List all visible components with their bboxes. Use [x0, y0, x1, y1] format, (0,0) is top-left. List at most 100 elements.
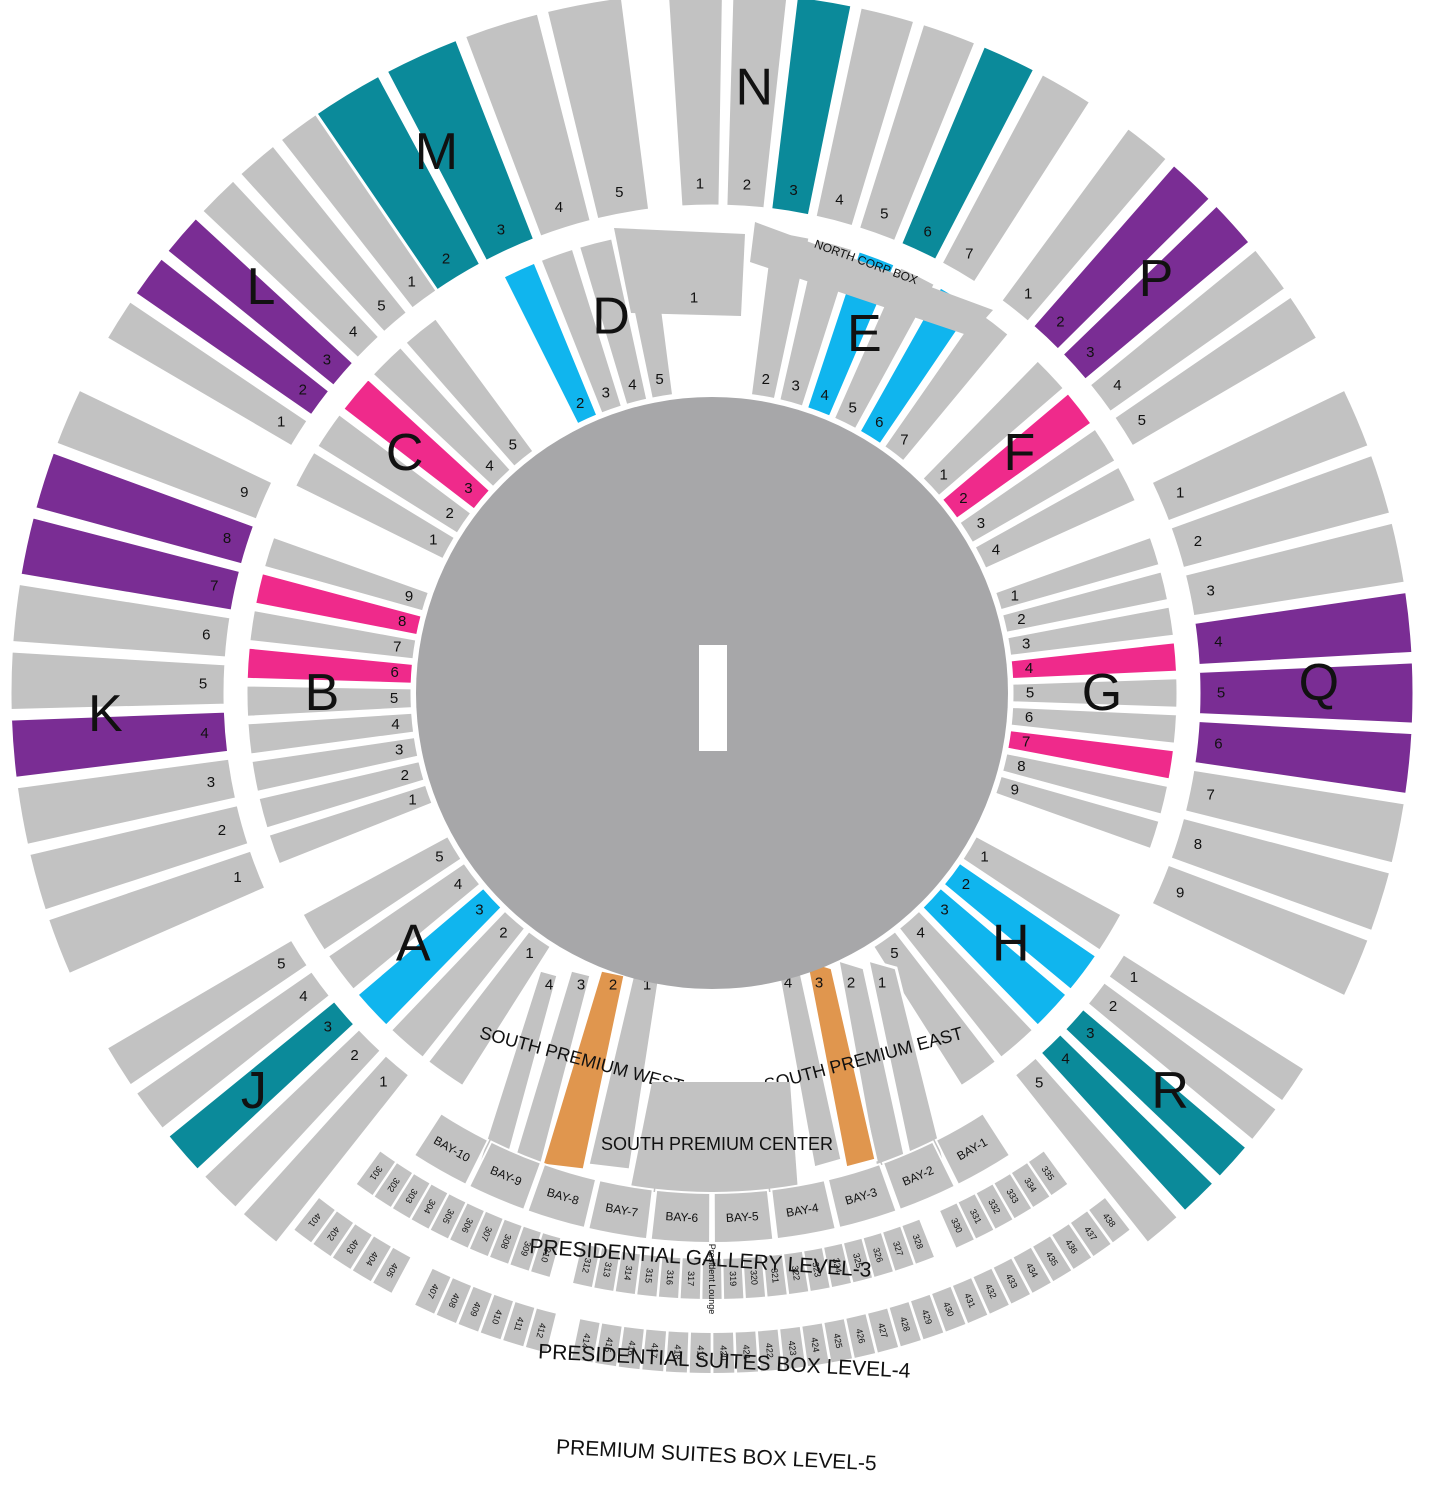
level3-box[interactable]: [430, 1194, 466, 1239]
outer-block[interactable]: [14, 756, 239, 848]
south-premium-center-block[interactable]: [630, 1082, 798, 1192]
level4-box[interactable]: [911, 1294, 944, 1340]
inner-block[interactable]: [402, 315, 537, 470]
inner-block[interactable]: [870, 928, 999, 1089]
level3-box[interactable]: [356, 1151, 395, 1196]
inner-block[interactable]: [261, 534, 432, 614]
inner-block[interactable]: [896, 907, 1036, 1061]
inner-block[interactable]: [388, 907, 528, 1061]
outer-block[interactable]: [998, 125, 1170, 325]
level3-box[interactable]: [1029, 1151, 1068, 1196]
level4-box[interactable]: [889, 1302, 921, 1347]
level4-box[interactable]: [332, 1224, 372, 1269]
bay-block[interactable]: [826, 1162, 898, 1230]
level4-box[interactable]: [735, 1331, 759, 1373]
inner-block[interactable]: [1004, 604, 1177, 659]
level4-box[interactable]: [973, 1268, 1009, 1314]
inner-block[interactable]: [881, 308, 1012, 465]
level4-box[interactable]: [1070, 1211, 1111, 1256]
outer-block[interactable]: [1182, 767, 1408, 866]
level3-box[interactable]: [637, 1254, 661, 1297]
inner-block[interactable]: [940, 860, 1099, 993]
bay-block[interactable]: [649, 1188, 712, 1245]
outer-block[interactable]: [724, 0, 790, 211]
outer-block[interactable]: [544, 0, 652, 222]
level3-box[interactable]: [940, 1203, 974, 1248]
level3-box[interactable]: [763, 1254, 787, 1297]
bay-block[interactable]: [934, 1111, 1012, 1187]
inner-block[interactable]: [992, 773, 1163, 852]
level4-box[interactable]: [868, 1308, 899, 1353]
outer-block[interactable]: [104, 937, 311, 1089]
inner-block[interactable]: [266, 782, 436, 867]
inner-block[interactable]: [919, 357, 1067, 499]
level4-box[interactable]: [313, 1211, 354, 1256]
outer-block[interactable]: [1030, 162, 1213, 353]
level4-box[interactable]: [802, 1323, 829, 1367]
level4-box[interactable]: [932, 1286, 966, 1332]
inner-block[interactable]: [999, 568, 1171, 636]
outer-block[interactable]: [1168, 815, 1393, 934]
inner-block[interactable]: [992, 534, 1163, 613]
outer-block[interactable]: [856, 21, 978, 244]
level3-box[interactable]: [958, 1194, 994, 1239]
outer-block[interactable]: [104, 298, 311, 449]
level4-box[interactable]: [1052, 1224, 1092, 1269]
level4-box[interactable]: [846, 1314, 876, 1358]
bay-block[interactable]: [467, 1140, 543, 1212]
level4-box[interactable]: [993, 1258, 1030, 1304]
outer-block[interactable]: [26, 802, 251, 913]
outer-block[interactable]: [666, 0, 725, 209]
level3-box[interactable]: [450, 1203, 484, 1248]
outer-block[interactable]: [8, 709, 231, 781]
level3-box[interactable]: [902, 1219, 934, 1264]
inner-block[interactable]: [354, 885, 505, 1029]
inner-block[interactable]: [576, 235, 650, 408]
outer-block[interactable]: [239, 1052, 412, 1246]
outer-block[interactable]: [199, 177, 382, 361]
outer-block[interactable]: [1012, 1054, 1181, 1246]
inner-block[interactable]: [325, 860, 484, 993]
inner-block[interactable]: [244, 645, 416, 686]
outer-block[interactable]: [201, 1026, 384, 1211]
inner-block[interactable]: [1010, 676, 1180, 710]
level3-box[interactable]: [1011, 1163, 1050, 1207]
outer-block[interactable]: [18, 514, 243, 613]
inner-block[interactable]: [369, 344, 514, 490]
bay-block[interactable]: [587, 1178, 654, 1241]
outer-block[interactable]: [813, 5, 917, 229]
outer-block[interactable]: [164, 215, 356, 389]
level3-box[interactable]: [784, 1251, 809, 1295]
spw-block[interactable]: [510, 968, 593, 1172]
level3-box[interactable]: [573, 1243, 600, 1287]
outer-block[interactable]: [8, 649, 228, 713]
level3-box[interactable]: [883, 1226, 914, 1271]
inner-block[interactable]: [538, 246, 625, 417]
outer-block[interactable]: [133, 968, 333, 1132]
outer-block[interactable]: [310, 73, 483, 295]
level3-box[interactable]: [680, 1258, 701, 1299]
outer-block[interactable]: [1087, 246, 1289, 415]
inner-block[interactable]: [939, 390, 1095, 522]
inner-block[interactable]: [1004, 727, 1177, 782]
outer-block[interactable]: [384, 37, 537, 264]
outer-block[interactable]: [1149, 862, 1372, 999]
inner-block[interactable]: [1008, 704, 1180, 746]
level4-box[interactable]: [757, 1329, 782, 1372]
inner-block[interactable]: [299, 833, 465, 954]
inner-block[interactable]: [249, 734, 421, 795]
bay-block[interactable]: [770, 1178, 837, 1241]
level4-box[interactable]: [503, 1302, 535, 1347]
level3-box[interactable]: [510, 1226, 541, 1271]
outer-block[interactable]: [1196, 660, 1416, 726]
inner-block[interactable]: [314, 411, 475, 537]
level3-box[interactable]: [702, 1258, 722, 1300]
inner-block[interactable]: [971, 463, 1139, 572]
outer-block[interactable]: [132, 255, 333, 418]
outer-block[interactable]: [1168, 452, 1393, 571]
level4-box[interactable]: [952, 1278, 988, 1323]
level3-box[interactable]: [863, 1233, 893, 1277]
level4-box[interactable]: [458, 1286, 492, 1332]
bay-block[interactable]: [412, 1111, 490, 1187]
level3-box[interactable]: [392, 1174, 430, 1219]
